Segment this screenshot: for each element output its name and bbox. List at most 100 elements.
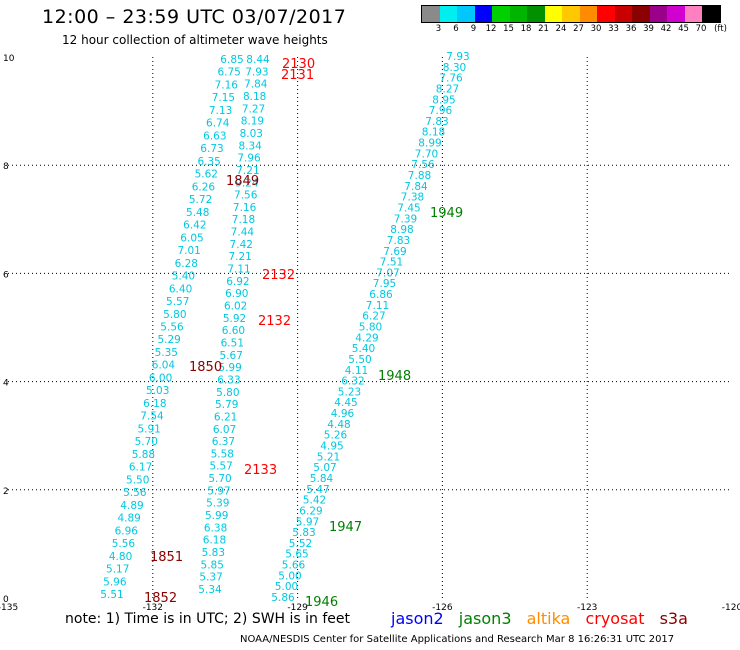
wave-height-value: 8.03: [240, 128, 263, 140]
pass-time-label: 1852: [144, 591, 177, 606]
wave-height-value: 5.84: [310, 473, 334, 485]
wave-height-value: 7.15: [212, 92, 235, 104]
wave-height-value: 7.21: [228, 251, 251, 263]
y-tick-label: 0: [3, 595, 9, 605]
color-swatch: [597, 6, 615, 22]
wave-height-value: 5.62: [195, 169, 218, 181]
color-scale-label: 6: [453, 24, 459, 34]
color-swatch: [702, 6, 720, 22]
wave-height-value: 7.69: [383, 246, 406, 258]
color-scale-label: 9: [470, 24, 477, 34]
wave-height-value: 7.95: [373, 278, 396, 290]
wave-height-value: 5.80: [359, 322, 382, 334]
y-tick-label: 4: [3, 379, 9, 389]
wave-height-value: 5.66: [282, 560, 306, 572]
color-scale-label: 42: [660, 24, 672, 34]
wave-height-value: 5.57: [166, 296, 189, 308]
wave-height-value: 9.24: [235, 177, 259, 189]
wave-height-value: 5.72: [189, 194, 212, 206]
wave-height-value: 8.44: [246, 54, 270, 66]
color-swatch: [632, 6, 650, 22]
wave-height-value: 8.98: [390, 224, 413, 236]
wave-height-value: 4.29: [355, 332, 378, 344]
wave-height-value: 6.96: [115, 525, 139, 537]
wave-height-value: 6.60: [222, 325, 245, 337]
wave-height-value: 5.40: [172, 271, 195, 283]
x-tick-label: -129: [287, 603, 308, 613]
pass-time-label: 2132: [262, 268, 295, 283]
wave-height-value: 6.74: [206, 118, 230, 130]
wave-height-value: 5.57: [209, 461, 232, 473]
color-swatch: [422, 6, 440, 22]
wave-height-value: 5.88: [132, 449, 155, 461]
wave-height-value: 8.34: [238, 140, 262, 152]
wave-height-value: 5.50: [348, 354, 371, 366]
color-swatch: [614, 6, 632, 22]
pass-time-label: 2130: [282, 57, 315, 72]
wave-height-value: 7.56: [234, 190, 258, 202]
wave-height-value: 6.90: [225, 288, 248, 300]
color-scale-labels: 3 6 9 12 15 18 21 24 27 30 33 36 39 42 45 70 (ft): [421, 24, 740, 36]
wave-height-value: 4.96: [331, 408, 355, 420]
wave-height-value: 5.39: [206, 498, 229, 510]
color-swatch: [544, 6, 562, 22]
pass-time-label: 1946: [305, 595, 338, 610]
wave-height-value: 5.80: [216, 387, 239, 399]
wave-height-value: 5.70: [135, 436, 158, 448]
wave-height-value: 5.00: [278, 570, 301, 582]
color-swatch: [579, 6, 597, 22]
wave-height-value: 5.00: [275, 581, 298, 593]
wave-height-value: 5.17: [106, 564, 129, 576]
wave-height-value: 4.95: [320, 441, 343, 453]
wave-height-value: 5.51: [100, 589, 123, 601]
wave-height-value: 5.83: [292, 527, 315, 539]
wave-height-value: 7.76: [439, 73, 463, 85]
wave-height-value: 7.70: [415, 148, 438, 160]
wave-height-value: 5.67: [220, 350, 243, 362]
color-swatch: [667, 6, 685, 22]
wave-height-value: 7.84: [404, 181, 428, 193]
wave-height-value: 5.23: [338, 386, 361, 398]
wave-height-value: 6.33: [217, 374, 240, 386]
wave-height-value: 5.56: [123, 487, 147, 499]
wave-height-value: 5.56: [112, 538, 136, 550]
x-tick-label: -126: [432, 603, 453, 613]
page-title: 12:00 – 23:59 UTC 03/07/2017: [42, 6, 347, 28]
satellite-legend: jason2 jason3 altika cryosat s3a: [391, 609, 698, 628]
color-scale-label: 24: [555, 24, 567, 34]
wave-height-value: 6.63: [203, 130, 226, 142]
wave-height-value: 6.00: [149, 372, 172, 384]
color-scale-label: 15: [503, 24, 514, 34]
wave-height-value: 5.99: [218, 362, 241, 374]
color-scale-label: 18: [520, 24, 532, 34]
color-scale-label: 70: [695, 24, 707, 34]
wave-height-value: 7.54: [140, 411, 164, 423]
page-subtitle: 12 hour collection of altimeter wave hei…: [62, 33, 328, 47]
x-tick-label: -120: [722, 603, 740, 613]
y-tick-label: 8: [3, 162, 9, 172]
color-scale-label: 45: [678, 24, 689, 34]
wave-height-value: 5.03: [146, 385, 169, 397]
wave-height-value: 5.97: [296, 516, 319, 528]
color-swatch: [527, 6, 545, 22]
wave-height-value: 5.07: [313, 462, 336, 474]
wave-height-value: 4.89: [120, 500, 143, 512]
wave-height-value: 8.19: [241, 116, 264, 128]
wave-height-value: 5.97: [207, 485, 230, 497]
wave-height-value: 6.18: [143, 398, 166, 410]
wave-height-value: 6.51: [221, 337, 244, 349]
legend-note: note: 1) Time is in UTC; 2) SWH is in fe…: [65, 611, 351, 627]
y-tick-label: 6: [3, 270, 9, 280]
wave-height-value: 6.18: [203, 535, 226, 547]
wave-height-value: 5.92: [223, 313, 246, 325]
color-swatch: [562, 6, 580, 22]
wave-height-value: 6.42: [183, 220, 206, 232]
pass-time-label: 1948: [378, 369, 411, 384]
color-swatch: [474, 6, 492, 22]
wave-height-value: 7.11: [227, 264, 250, 276]
pass-time-label: 2133: [244, 463, 277, 478]
wave-height-value: 6.40: [169, 283, 192, 295]
wave-height-value: 5.29: [157, 334, 180, 346]
wave-height-value: 5.96: [103, 576, 127, 588]
